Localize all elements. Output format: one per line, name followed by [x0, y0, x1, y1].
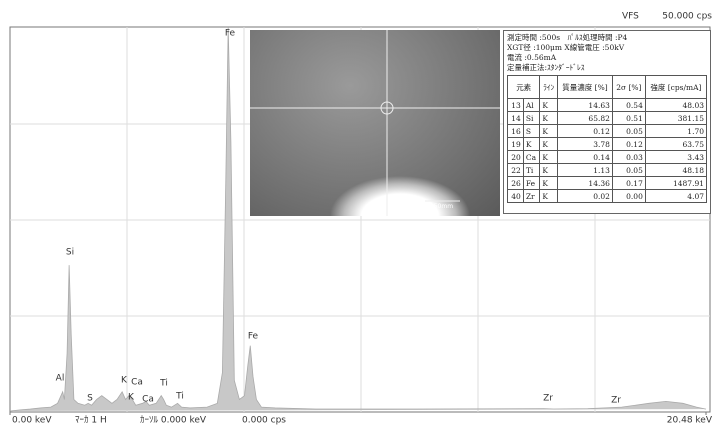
- cell: K: [522, 137, 541, 151]
- cell: 3.78: [557, 137, 613, 151]
- peak-label: Ti: [159, 379, 168, 389]
- cell: 14.63: [557, 98, 613, 112]
- column-header: 元素: [506, 75, 541, 99]
- result-row: 26 Fe K 14.36 0.17 1487.91: [507, 176, 708, 190]
- cell: K: [539, 111, 559, 125]
- cell: K: [539, 98, 559, 112]
- cell: 0.51: [611, 111, 646, 125]
- cell: 0.03: [611, 150, 646, 164]
- peak-label: Al: [56, 374, 65, 384]
- peak-label: Ca: [131, 378, 143, 388]
- cell: 0.14: [557, 150, 613, 164]
- result-row: 20 Ca K 0.14 0.03 3.43: [507, 150, 708, 164]
- cell: K: [539, 176, 559, 190]
- marker-status: ﾏｰｶ 1 H: [75, 415, 107, 426]
- cell: 0.17: [611, 176, 646, 190]
- x-tick-label: 0.00 keV: [12, 416, 52, 426]
- cell: 22: [507, 163, 524, 177]
- cell: 0.05: [611, 124, 646, 138]
- result-row: 16 S K 0.12 0.05 1.70: [507, 124, 708, 138]
- cell: Ti: [522, 163, 541, 177]
- cell: K: [539, 124, 559, 138]
- spectrum: [9, 26, 707, 412]
- cell: K: [539, 137, 559, 151]
- cell: Fe: [522, 176, 541, 190]
- peak-label: K: [128, 393, 135, 403]
- info-line: XGT径 :100μm X線管電圧 :50kV: [507, 43, 625, 52]
- cell: K: [539, 189, 559, 203]
- cell: 20: [507, 150, 524, 164]
- cell: 0.05: [611, 163, 646, 177]
- peak-label: Ca: [142, 395, 154, 405]
- results-panel: 測定時間 :500s ﾊﾟﾙｽ処理時間 :P4 XGT径 :100μm X線管電圧…: [503, 30, 711, 214]
- column-header: 質量濃度 [%]: [557, 75, 613, 99]
- cell: 1.70: [644, 124, 708, 138]
- cell: 65.82: [557, 111, 613, 125]
- peak-label: Fe: [248, 332, 259, 342]
- cell: 0.02: [557, 189, 613, 203]
- mode-label: VFS: [622, 12, 639, 22]
- peak-label: Zr: [611, 396, 621, 406]
- cell: Ca: [522, 150, 541, 164]
- cell: Zr: [522, 189, 541, 203]
- cell: 14: [507, 111, 524, 125]
- cell: 3.43: [644, 150, 708, 164]
- cell: K: [539, 150, 559, 164]
- cell: 16: [507, 124, 524, 138]
- result-row: 40 Zr K 0.02 0.00 4.07: [507, 189, 708, 203]
- cell: K: [539, 163, 559, 177]
- cell: 0.00: [611, 189, 646, 203]
- cell: Al: [522, 98, 541, 112]
- result-row: 19 K K 3.78 0.12 63.75: [507, 137, 708, 151]
- cell: 14.36: [557, 176, 613, 190]
- peak-label: Zr: [543, 394, 553, 404]
- scale-label: 0.50mm: [428, 203, 454, 210]
- column-header: ﾗｲﾝ: [539, 75, 559, 99]
- peak-label: K: [121, 376, 128, 386]
- column-header: 強度 [cps/mA]: [644, 75, 708, 99]
- crosshair: [250, 30, 500, 216]
- cell: 40: [507, 189, 524, 203]
- cell: 26: [507, 176, 524, 190]
- results-table: 元素 ﾗｲﾝ 質量濃度 [%] 2σ [%] 強度 [cps/mA] 13 Al K 14.63…: [506, 75, 708, 203]
- info-line: 測定時間 :500s ﾊﾟﾙｽ処理時間 :P4: [507, 33, 628, 42]
- cell: 48.03: [644, 98, 708, 112]
- info-line: 定量補正法:ｽﾀﾝﾀﾞｰﾄﾞﾚｽ: [507, 63, 585, 72]
- cursor-cps: 0.000 cps: [242, 416, 286, 426]
- column-header: 2σ [%]: [611, 75, 646, 99]
- cell: 13: [507, 98, 524, 112]
- cell: 1487.91: [644, 176, 708, 190]
- cell: 48.18: [644, 163, 708, 177]
- header-row: 元素 ﾗｲﾝ 質量濃度 [%] 2σ [%] 強度 [cps/mA]: [506, 75, 708, 99]
- peak-label: Si: [66, 248, 74, 258]
- cell: 63.75: [644, 137, 708, 151]
- camera-image: 0.50mm: [250, 30, 500, 216]
- cell: Si: [522, 111, 541, 125]
- cell: 19: [507, 137, 524, 151]
- cell: 381.15: [644, 111, 708, 125]
- result-row: 22 Ti K 1.13 0.05 48.18: [507, 163, 708, 177]
- cell: 4.07: [644, 189, 708, 203]
- peak-label: S: [87, 394, 93, 404]
- x-tick-label: 20.48 keV: [667, 416, 713, 426]
- full-scale: 50.000 cps: [662, 12, 712, 22]
- result-row: 14 Si K 65.82 0.51 381.15: [507, 111, 708, 125]
- result-row: 13 Al K 14.63 0.54 48.03: [507, 98, 708, 112]
- peak-label: Ti: [175, 392, 184, 402]
- peak-label: Fe: [225, 29, 236, 39]
- cell: 0.12: [557, 124, 613, 138]
- cell: 0.12: [611, 137, 646, 151]
- cell: 0.54: [611, 98, 646, 112]
- cursor-status: ｶｰｿﾙ 0.000 keV: [140, 415, 207, 426]
- cell: S: [522, 124, 541, 138]
- info-line: 電流 :0.56mA: [507, 53, 557, 62]
- cell: 1.13: [557, 163, 613, 177]
